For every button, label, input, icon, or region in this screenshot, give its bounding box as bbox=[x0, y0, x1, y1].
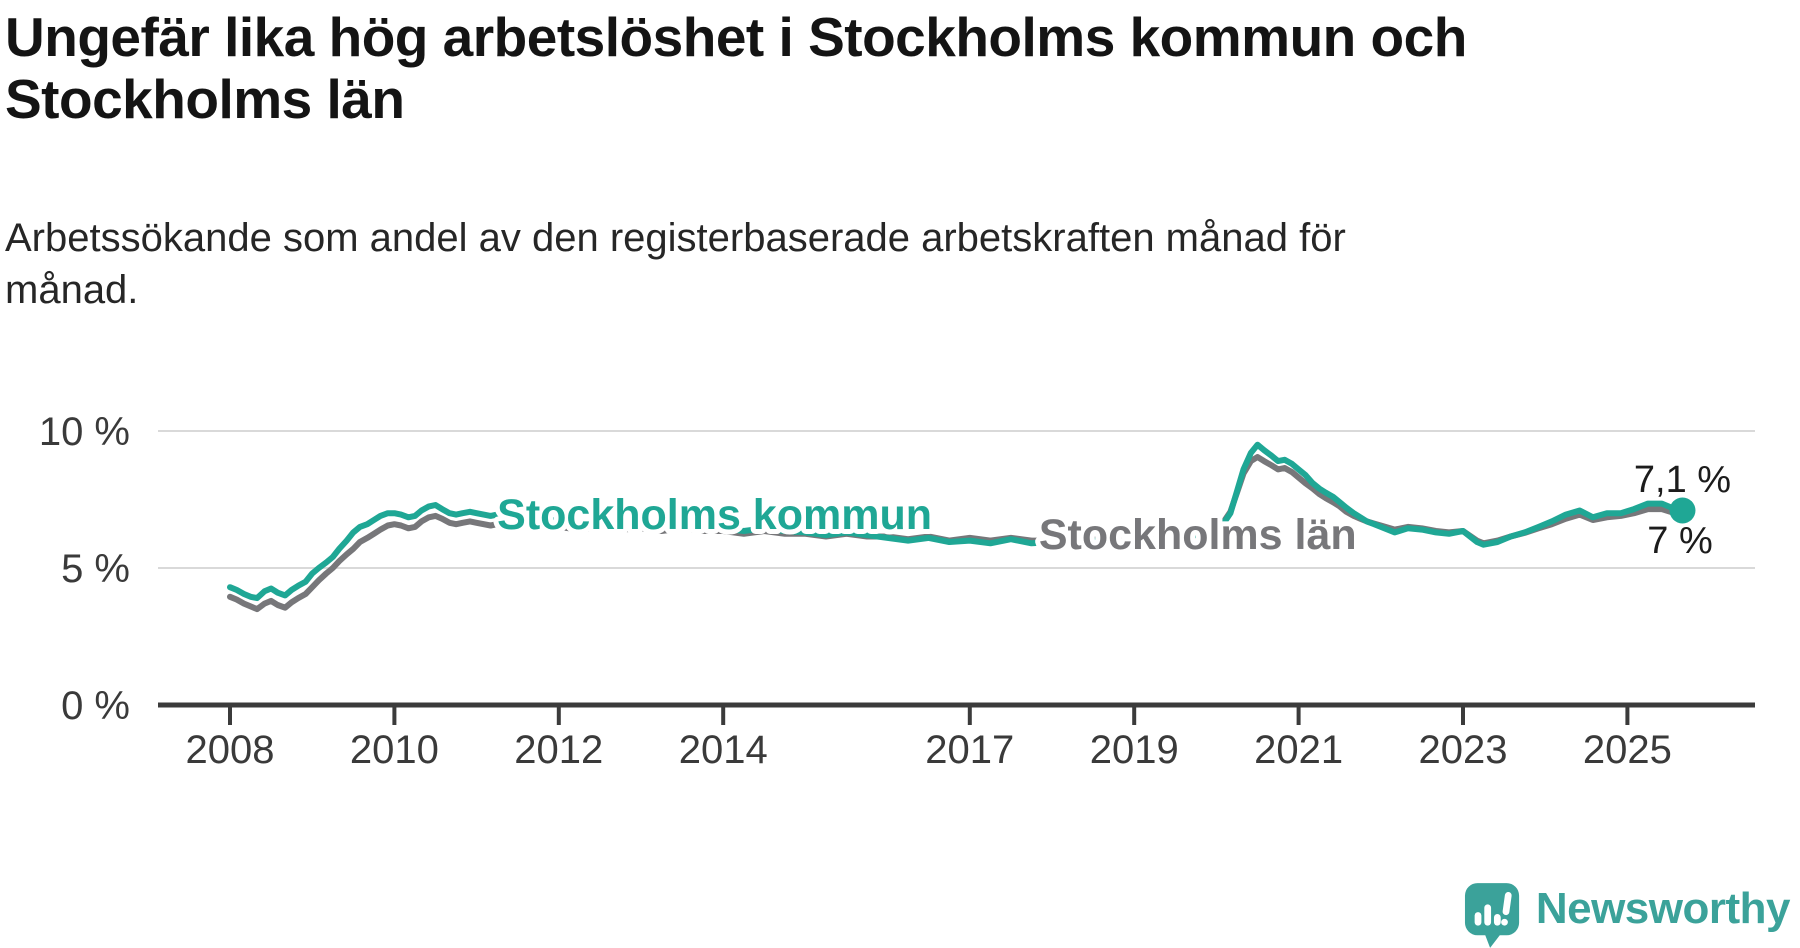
chart-title: Ungefär lika hög arbetslöshet i Stockhol… bbox=[5, 6, 1645, 130]
chart-title-line-1: Ungefär lika hög arbetslöshet i Stockhol… bbox=[5, 6, 1467, 68]
logo-bar-small bbox=[1474, 912, 1482, 926]
x-axis-tick-label: 2008 bbox=[186, 728, 275, 772]
latest-value-marker bbox=[1669, 497, 1696, 524]
newsworthy-logo: Newsworthy bbox=[1464, 882, 1791, 948]
y-axis-tick-label: 10 % bbox=[39, 410, 130, 454]
x-axis-tick-label: 2019 bbox=[1090, 728, 1179, 772]
end-value-label: 7,1 % bbox=[1634, 459, 1731, 501]
series-line-kommun bbox=[227, 441, 1686, 602]
y-axis-tick-label: 5 % bbox=[61, 547, 130, 591]
y-axis-tick-label: 0 % bbox=[61, 684, 130, 728]
newsworthy-logo-icon bbox=[1464, 883, 1519, 948]
x-axis-tick-label: 2025 bbox=[1583, 728, 1672, 772]
x-axis-tick-label: 2017 bbox=[925, 728, 1014, 772]
x-axis-tick-label: 2023 bbox=[1419, 728, 1508, 772]
chart-subtitle: Arbetssökande som andel av den registerb… bbox=[5, 212, 1505, 316]
x-axis-tick-label: 2021 bbox=[1254, 728, 1343, 772]
chart-subtitle-line-1: Arbetssökande som andel av den registerb… bbox=[5, 216, 1346, 260]
chart-title-line-2: Stockholms län bbox=[5, 68, 405, 130]
x-axis-tick-label: 2014 bbox=[679, 728, 768, 772]
logo-bubble-shape bbox=[1464, 883, 1519, 948]
logo-exclamation-icon bbox=[1500, 892, 1512, 926]
x-axis-tick-label: 2012 bbox=[514, 728, 603, 772]
logo-bar-medium bbox=[1493, 914, 1501, 926]
series-label-kommun: Stockholms kommun bbox=[497, 491, 932, 539]
end-value-label: 7 % bbox=[1647, 520, 1712, 562]
x-axis-tick-label: 2010 bbox=[350, 728, 439, 772]
logo-bar-large bbox=[1484, 904, 1491, 926]
chart-subtitle-line-2: månad. bbox=[5, 268, 139, 312]
newsworthy-logo-text: Newsworthy bbox=[1535, 884, 1791, 933]
series-label-lan: Stockholms län bbox=[1039, 511, 1357, 559]
